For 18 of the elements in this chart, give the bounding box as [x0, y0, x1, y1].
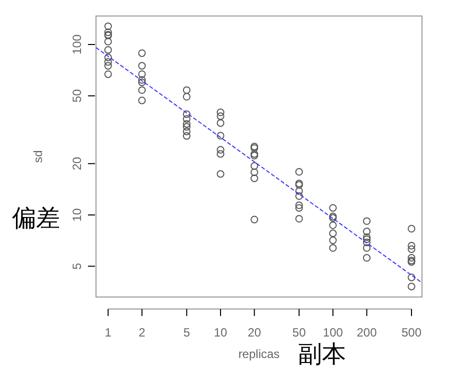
x-tick-label: 2 — [138, 326, 146, 340]
y-tick-label: 20 — [70, 156, 84, 170]
x-tick-label: 50 — [292, 326, 306, 340]
x-tick-label: 20 — [248, 326, 262, 340]
x-tick-label: 10 — [214, 326, 228, 340]
x-axis-title: replicas — [238, 347, 280, 361]
text: 副本 — [298, 340, 346, 368]
x-tick-label: 1 — [104, 326, 112, 340]
x-tick-label: 200 — [356, 326, 378, 340]
y-tick-label: 10 — [70, 208, 84, 222]
y-tick-label: 5 — [70, 262, 84, 270]
x-tick-label: 500 — [401, 326, 422, 340]
text: 偏差 — [12, 204, 60, 232]
y-tick-label: 50 — [70, 88, 84, 102]
x-tick-label: 5 — [183, 326, 190, 340]
y-axis-title: sd — [31, 150, 45, 163]
x-tick-label: 100 — [322, 326, 344, 340]
y-tick-label: 100 — [70, 34, 84, 55]
